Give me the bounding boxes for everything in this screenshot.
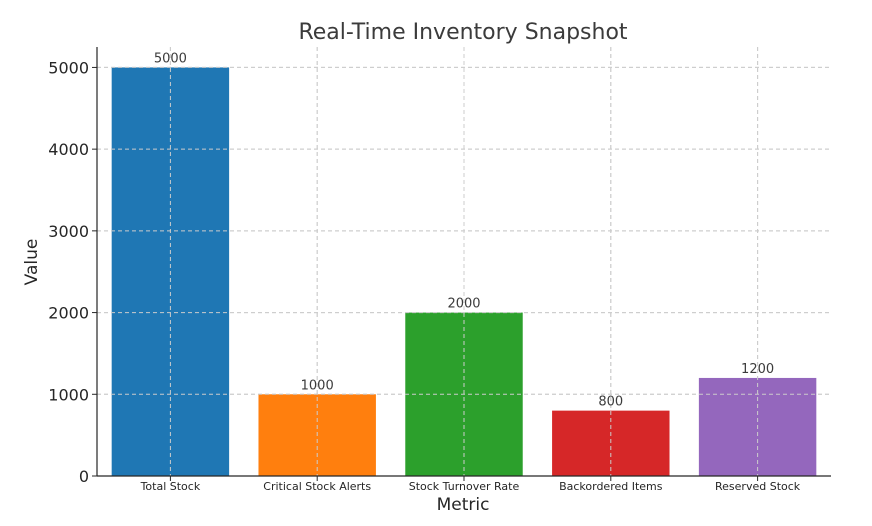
x-tick-label: Critical Stock Alerts	[263, 480, 371, 493]
y-tick-label: 0	[79, 467, 89, 486]
y-tick-label: 1000	[48, 385, 89, 404]
bar-value-label: 800	[598, 395, 623, 410]
x-tick-label: Backordered Items	[559, 480, 663, 493]
bar-value-label: 5000	[154, 51, 187, 66]
y-tick-label: 5000	[48, 58, 89, 77]
labels-layer: 0 1000 2000 3000 4000 5000 5000 Total Stock 1000…	[48, 51, 801, 493]
y-tick-label: 4000	[48, 140, 89, 159]
x-tick-label: Reserved Stock	[715, 480, 801, 493]
y-axis-label: Value	[22, 239, 42, 286]
bar-value-label: 2000	[447, 297, 480, 312]
axes-layer	[92, 47, 831, 481]
bar-value-label: 1200	[741, 362, 774, 377]
y-tick-label: 3000	[48, 222, 89, 241]
x-axis-label: Metric	[437, 495, 490, 515]
x-tick-label: Total Stock	[140, 480, 201, 493]
bar-value-label: 1000	[301, 378, 334, 393]
chart-title: Real-Time Inventory Snapshot	[298, 20, 627, 45]
x-tick-label: Stock Turnover Rate	[409, 480, 520, 493]
y-tick-label: 2000	[48, 304, 89, 323]
